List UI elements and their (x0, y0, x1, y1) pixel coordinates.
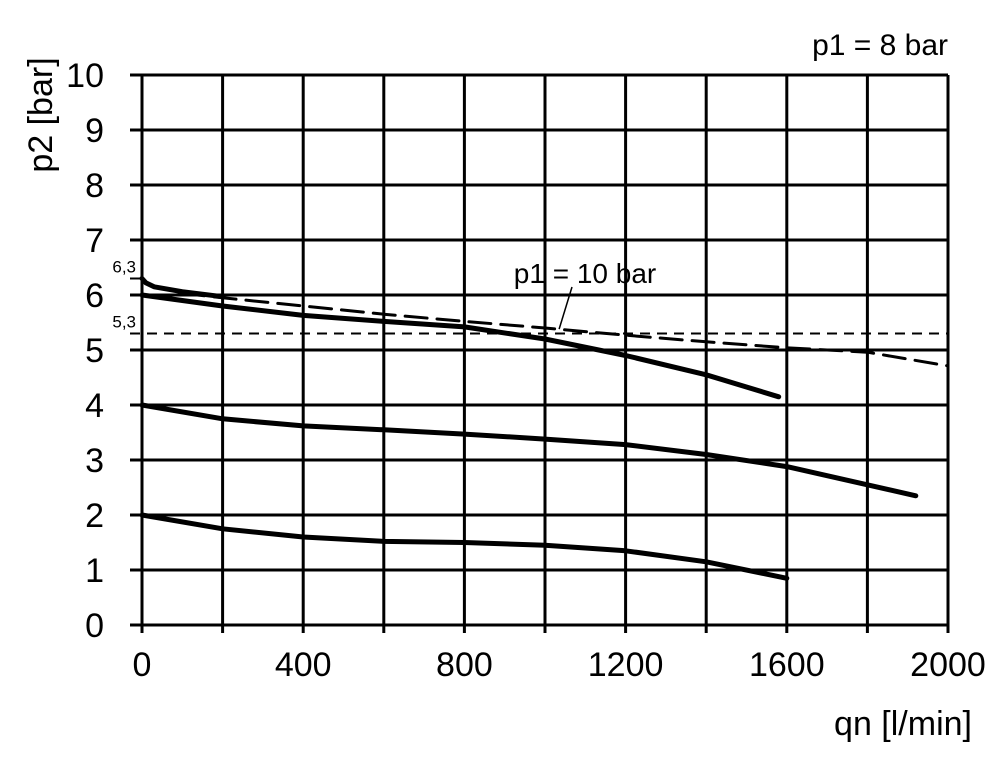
y-tick-label: 7 (85, 222, 104, 260)
y-tick-label: 1 (85, 552, 104, 590)
y-tick-label: 5 (85, 332, 104, 370)
chart-title: p1 = 8 bar (812, 29, 948, 62)
y-tick-label: 8 (85, 167, 104, 205)
curve-dashed (180, 291, 950, 368)
y-tick-label: 2 (85, 497, 104, 535)
y-tick-label: 9 (85, 112, 104, 150)
annotation-p1-10bar: p1 = 10 bar (514, 258, 656, 289)
y-tick-label: 0 (85, 607, 104, 645)
grid (130, 73, 950, 633)
x-tick-label: 400 (275, 646, 332, 684)
x-tick-label: 800 (436, 646, 493, 684)
x-tick-label: 0 (133, 646, 152, 684)
y-axis-label: p2 [bar] (22, 57, 60, 172)
curve-solid (139, 512, 790, 581)
reference-label: 6,3 (112, 258, 136, 277)
tick-labels: 0 400 800 1200 1600 2000 0 1 2 3 4 5 6 7 8 9 10 (66, 57, 986, 684)
y-tick-label: 6 (85, 277, 104, 315)
y-tick-label: 3 (85, 442, 104, 480)
x-tick-label: 1200 (588, 646, 664, 684)
y-tick-label: 4 (85, 387, 104, 425)
annotation-leader-line (558, 286, 573, 330)
reference-label: 5,3 (112, 313, 136, 332)
curve-solid (139, 402, 919, 499)
curve-solid (139, 292, 782, 400)
x-axis-label: qn [l/min] (834, 705, 972, 743)
x-tick-label: 1600 (749, 646, 825, 684)
y-tick-label: 10 (66, 57, 104, 95)
x-tick-label: 2000 (910, 646, 986, 684)
series-group (139, 276, 950, 581)
